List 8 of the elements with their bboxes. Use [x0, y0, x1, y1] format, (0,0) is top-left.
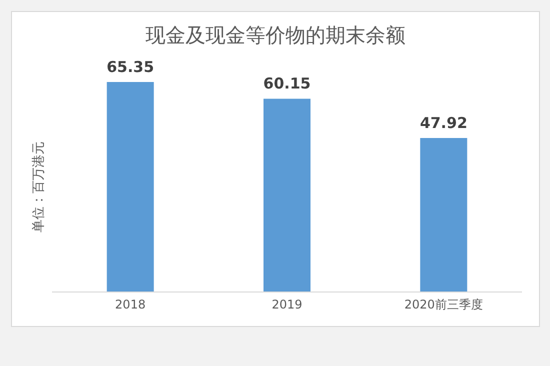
y-axis-title: 单位：百万港元 — [30, 142, 47, 232]
data-label: 60.15 — [263, 74, 311, 93]
data-label: 65.35 — [106, 58, 154, 76]
chart-title: 现金及现金等价物的期末余额 — [144, 22, 406, 49]
data-label: 47.92 — [420, 114, 468, 132]
x-tick-label: 2019 — [272, 298, 302, 312]
x-tick-label: 2020前三季度 — [404, 298, 483, 312]
x-tick-label: 2018 — [115, 298, 146, 312]
